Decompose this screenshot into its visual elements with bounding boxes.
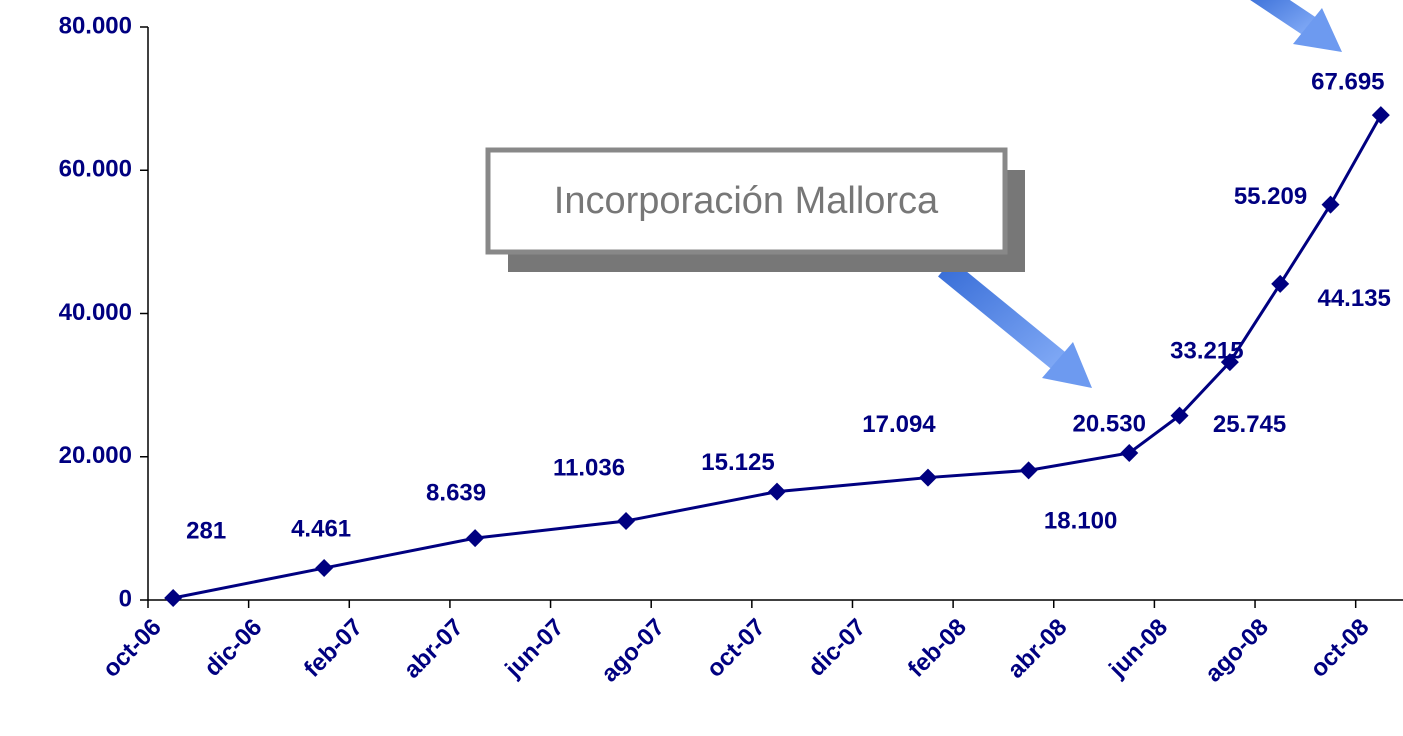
x-tick-label: feb-08 (903, 614, 972, 683)
y-tick-label: 20.000 (59, 442, 132, 469)
x-tick-label: feb-07 (299, 614, 368, 683)
marker (768, 482, 786, 501)
arrow (1250, 0, 1342, 52)
x-tick-label: jun-07 (500, 614, 570, 684)
data-label: 281 (186, 517, 226, 544)
data-label: 44.135 (1317, 285, 1390, 312)
y-tick-label: 80.000 (59, 12, 132, 39)
x-tick-label: abr-07 (399, 614, 469, 684)
marker (1220, 353, 1239, 372)
x-tick-label: oct-08 (1305, 614, 1374, 683)
y-tick-label: 40.000 (59, 299, 132, 326)
data-label: 67.695 (1311, 68, 1384, 95)
data-label: 55.209 (1234, 183, 1307, 210)
x-tick-label: ago-08 (1200, 614, 1274, 688)
marker (315, 559, 334, 578)
marker (466, 529, 485, 548)
data-label: 33.215 (1170, 337, 1243, 364)
x-tick-label: dic-07 (803, 614, 871, 682)
marker (1271, 274, 1290, 293)
marker (1120, 443, 1139, 462)
x-tick-label: dic-06 (199, 614, 267, 682)
marker (617, 511, 636, 530)
y-tick-label: 60.000 (59, 156, 132, 183)
data-label: 25.745 (1213, 411, 1286, 438)
marker (1371, 106, 1390, 125)
data-label: 18.100 (1044, 508, 1117, 535)
marker (1321, 195, 1340, 214)
data-label: 8.639 (426, 479, 486, 506)
data-label: 11.036 (553, 454, 625, 481)
marker (1170, 406, 1189, 425)
y-tick-label: 0 (119, 585, 132, 612)
x-tick-label: oct-06 (98, 614, 167, 683)
x-tick-label: oct-07 (701, 614, 770, 683)
x-tick-label: abr-08 (1002, 614, 1072, 684)
annotation-box (485, 147, 1008, 255)
x-tick-label: jun-08 (1103, 614, 1173, 684)
data-label: 4.461 (291, 515, 351, 542)
x-tick-label: ago-07 (596, 614, 670, 688)
data-label: 17.094 (862, 411, 936, 438)
marker (164, 588, 183, 607)
data-label: 15.125 (701, 449, 774, 476)
marker (1019, 461, 1038, 480)
annotation: Incorporación Mallorca (554, 180, 939, 222)
marker (918, 468, 937, 487)
arrow (938, 259, 1092, 388)
data-label: 20.530 (1073, 410, 1146, 437)
